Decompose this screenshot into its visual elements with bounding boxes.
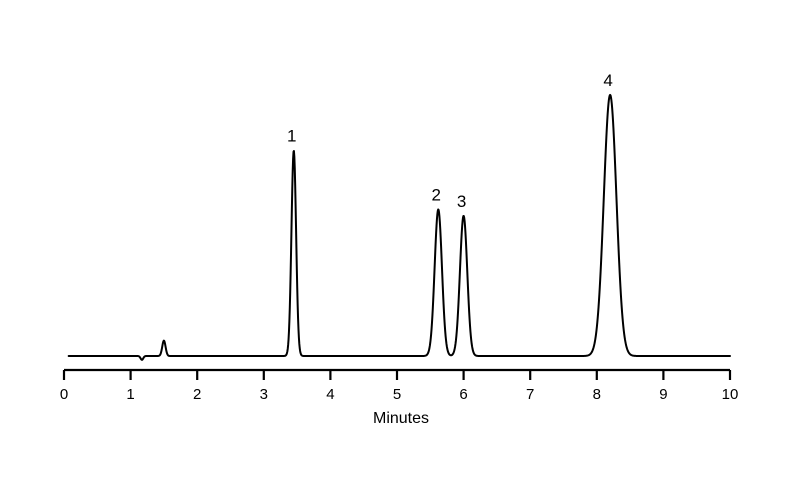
x-axis-ticks — [62, 370, 732, 380]
chromatogram-trace — [67, 93, 731, 361]
x-axis-title: Minutes — [373, 410, 429, 427]
peak-labels: 1 2 3 4 — [287, 71, 613, 211]
x-tick-label-4: 4 — [326, 386, 334, 403]
x-tick-label-6: 6 — [459, 386, 467, 403]
x-tick-label-7: 7 — [526, 386, 534, 403]
x-tick-label-3: 3 — [260, 386, 268, 403]
x-tick-label-8: 8 — [593, 386, 601, 403]
x-tick-label-1: 1 — [126, 386, 134, 403]
x-axis: 0 1 2 3 4 5 6 7 8 9 10 Minutes — [60, 368, 739, 427]
x-tick-label-0: 0 — [60, 386, 68, 403]
x-tick-label-5: 5 — [393, 386, 401, 403]
peak-label-3: 3 — [457, 192, 466, 211]
x-tick-label-2: 2 — [193, 386, 201, 403]
peak-label-4: 4 — [603, 71, 612, 90]
x-tick-label-9: 9 — [659, 386, 667, 403]
peak-label-2: 2 — [432, 185, 441, 204]
x-axis-tick-labels: 0 1 2 3 4 5 6 7 8 9 10 — [60, 386, 739, 403]
x-tick-label-10: 10 — [722, 386, 739, 403]
peak-label-1: 1 — [287, 127, 296, 146]
